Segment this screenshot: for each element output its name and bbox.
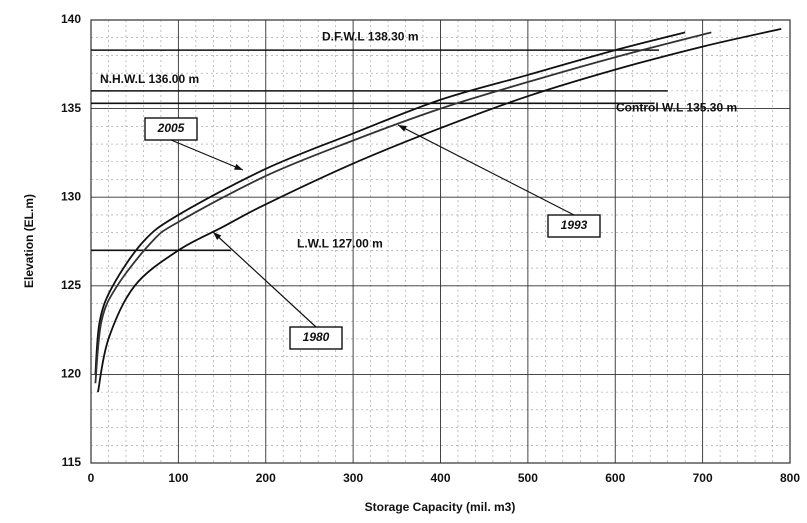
x-tick-label: 200 bbox=[256, 471, 276, 485]
x-tick-label: 0 bbox=[88, 471, 95, 485]
arrow bbox=[397, 124, 575, 216]
arrow-head bbox=[234, 163, 243, 170]
series-line bbox=[97, 27, 782, 393]
y-tick-label: 140 bbox=[61, 12, 81, 26]
reference-label: D.F.W.L 138.30 m bbox=[322, 29, 419, 43]
arrow bbox=[170, 139, 244, 171]
series-line bbox=[94, 31, 686, 375]
y-tick-label: 135 bbox=[61, 101, 81, 115]
series-line bbox=[94, 31, 712, 384]
x-tick-label: 300 bbox=[343, 471, 363, 485]
x-tick-label: 400 bbox=[430, 471, 450, 485]
annotation-box bbox=[547, 214, 601, 238]
annotation-box bbox=[144, 117, 198, 141]
x-axis-label: Storage Capacity (mil. m3) bbox=[365, 500, 516, 514]
x-tick-label: 700 bbox=[693, 471, 713, 485]
y-tick-label: 125 bbox=[61, 278, 81, 292]
x-tick-label: 600 bbox=[605, 471, 625, 485]
reference-label: N.H.W.L 136.00 m bbox=[100, 72, 199, 86]
x-tick-label: 800 bbox=[780, 471, 800, 485]
annotation-label: 1993 bbox=[561, 218, 588, 232]
annotation-label: 1980 bbox=[303, 330, 330, 344]
x-tick-label: 100 bbox=[168, 471, 188, 485]
y-tick-label: 130 bbox=[61, 189, 81, 203]
y-tick-label: 120 bbox=[61, 367, 81, 381]
annotation-box bbox=[289, 326, 343, 350]
reference-label: L.W.L 127.00 m bbox=[297, 237, 383, 251]
arrow-head bbox=[398, 125, 407, 132]
y-axis-label: Elevation (EL.m) bbox=[22, 194, 36, 288]
arrow bbox=[212, 231, 317, 328]
y-tick-label: 115 bbox=[62, 455, 82, 469]
arrow-head bbox=[213, 232, 222, 241]
reference-label: Control W.L 135.30 m bbox=[616, 100, 737, 114]
x-tick-label: 500 bbox=[518, 471, 538, 485]
annotation-label: 2005 bbox=[157, 121, 185, 135]
